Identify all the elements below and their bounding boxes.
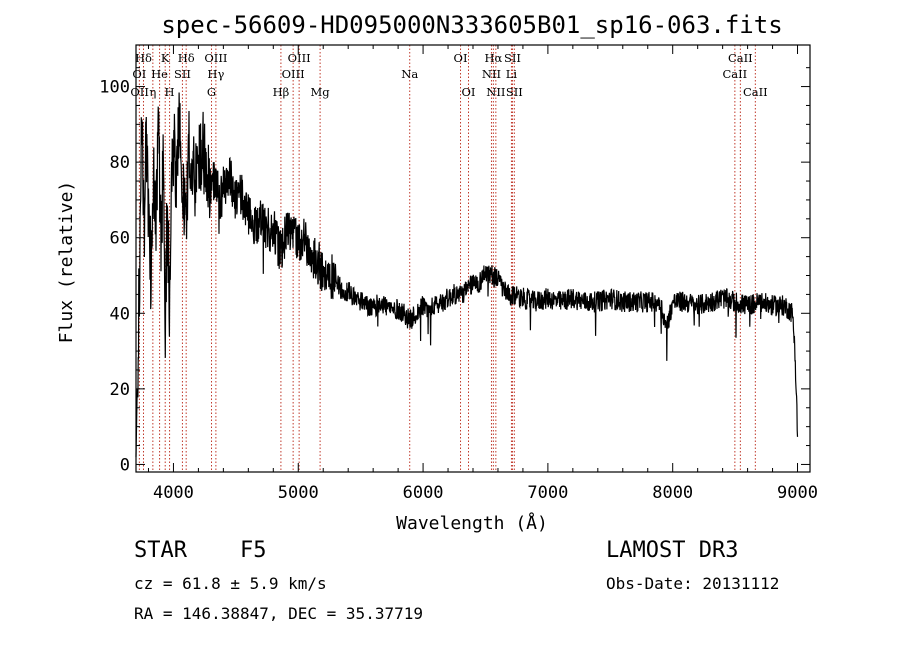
y-tick-label: 40 bbox=[110, 304, 130, 324]
spectral-line-label: NII bbox=[486, 85, 505, 99]
spectral-line-label: H bbox=[165, 85, 175, 99]
y-tick-label: 20 bbox=[110, 380, 130, 400]
chart-title: spec-56609-HD095000N333605B01_sp16-063.f… bbox=[161, 11, 782, 39]
spectral-line-label: Hγ bbox=[207, 67, 224, 81]
spectral-line-markers bbox=[138, 45, 756, 472]
spectral-line-label: Hβ bbox=[273, 85, 290, 99]
x-tick-label: 7000 bbox=[527, 483, 568, 503]
y-tick-label: 0 bbox=[120, 455, 130, 475]
x-axis-ticks: 4000 5000 6000 7000 8000 9000 bbox=[147, 45, 818, 503]
y-axis-ticks: 0 20 40 60 80 100 bbox=[99, 67, 810, 475]
spectral-line-label: OI bbox=[454, 51, 468, 65]
spectral-line-label: CaII bbox=[743, 85, 768, 99]
coordinates: RA = 146.38847, DEC = 35.37719 bbox=[134, 604, 423, 623]
x-tick-label: 6000 bbox=[403, 483, 444, 503]
x-axis-label: Wavelength (Å) bbox=[396, 512, 548, 534]
x-tick-label: 5000 bbox=[278, 483, 319, 503]
redshift-value: cz = 61.8 ± 5.9 km/s bbox=[134, 574, 327, 593]
x-tick-label: 8000 bbox=[652, 483, 693, 503]
y-tick-label: 60 bbox=[110, 229, 130, 249]
spectral-line-label: CaII bbox=[722, 67, 747, 81]
x-tick-label: 4000 bbox=[153, 483, 194, 503]
spectral-line-label: OIII bbox=[282, 67, 305, 81]
y-tick-label: 100 bbox=[99, 78, 130, 98]
spectral-line-label: Hδ bbox=[135, 51, 152, 65]
spectral-line-label: K bbox=[161, 51, 170, 65]
spectral-line-label: OII bbox=[130, 85, 149, 99]
spectral-line-label: CaII bbox=[728, 51, 753, 65]
y-tick-label: 80 bbox=[110, 153, 130, 173]
plot-frame bbox=[135, 44, 811, 473]
spectral-line-label: SII bbox=[174, 67, 191, 81]
spectral-line-label: Hα bbox=[484, 51, 502, 65]
spectral-line-label: OI bbox=[132, 67, 146, 81]
flux-series-line bbox=[135, 92, 799, 457]
spectral-line-label: OIII bbox=[288, 51, 311, 65]
spectral-subclass: F5 bbox=[240, 538, 267, 563]
spectral-line-label: SII bbox=[506, 85, 523, 99]
spectral-line-label: SII bbox=[504, 51, 521, 65]
spectral-line-label: Hδ bbox=[178, 51, 195, 65]
spectral-line-label: He bbox=[151, 67, 168, 81]
spectral-line-label: Li bbox=[506, 67, 518, 81]
observation-date: Obs-Date: 20131112 bbox=[606, 574, 780, 593]
spectral-line-label: Mg bbox=[311, 85, 331, 99]
survey-name: LAMOST DR3 bbox=[606, 538, 739, 563]
spectral-line-label: OIII bbox=[204, 51, 227, 65]
spectral-line-label: NII bbox=[482, 67, 501, 81]
object-class: STAR bbox=[134, 538, 187, 563]
x-tick-label: 9000 bbox=[777, 483, 818, 503]
spectral-line-label: Na bbox=[401, 67, 418, 81]
y-axis-label: Flux (relative) bbox=[56, 181, 77, 344]
spectral-line-label: η bbox=[149, 85, 156, 99]
spectral-line-label: G bbox=[207, 85, 216, 99]
spectral-line-label: OI bbox=[462, 85, 476, 99]
